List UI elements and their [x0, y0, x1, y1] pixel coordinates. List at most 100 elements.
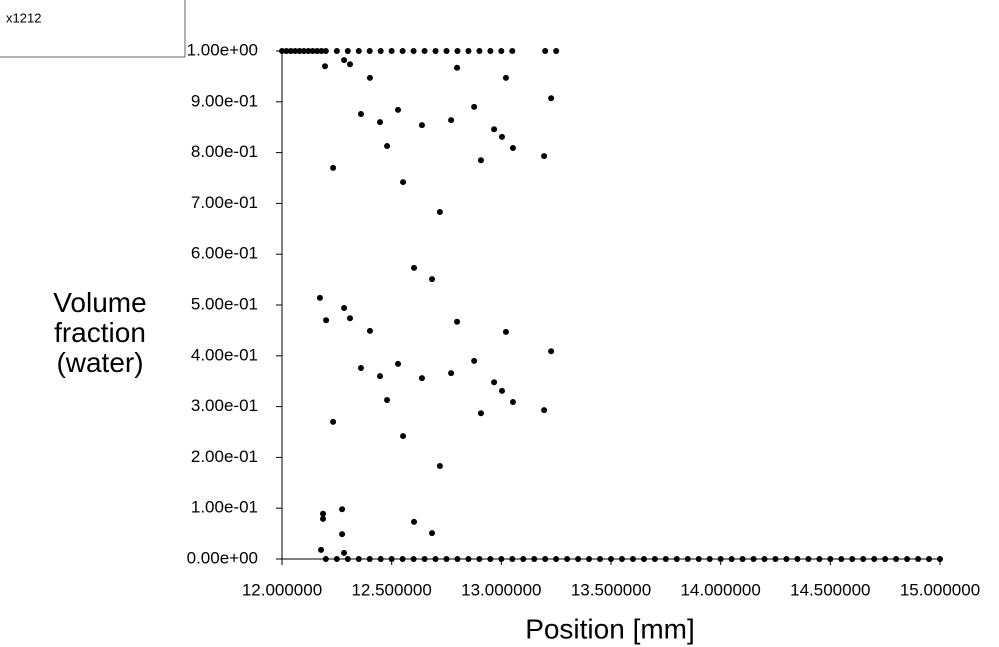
point [296, 48, 303, 54]
point [509, 48, 516, 54]
point [384, 396, 391, 403]
point [410, 556, 417, 562]
point [421, 556, 428, 562]
point [502, 74, 509, 81]
point [418, 122, 425, 129]
point [344, 556, 351, 562]
point [454, 48, 461, 54]
point [531, 556, 538, 562]
point [860, 556, 867, 562]
point [651, 556, 658, 562]
x-tick-label: 13.000000 [461, 580, 541, 599]
point [465, 48, 472, 54]
point [541, 153, 548, 160]
point [893, 556, 900, 562]
point [471, 357, 478, 364]
point [318, 48, 325, 54]
point [384, 142, 391, 149]
x-tick-label: 12.000000 [242, 580, 322, 599]
point [421, 48, 428, 54]
point [586, 556, 593, 562]
point [400, 433, 407, 440]
point [491, 126, 498, 133]
y-tick-label: 7.00e-01 [191, 193, 258, 212]
point [388, 556, 395, 562]
point [476, 48, 483, 54]
point [509, 556, 516, 562]
y-axis-title: Volume fraction (water) [53, 287, 147, 378]
point [739, 556, 746, 562]
y-tick-label: 5.00e-01 [191, 294, 258, 313]
point [333, 556, 340, 562]
point [498, 387, 505, 394]
point [305, 48, 312, 54]
point [541, 407, 548, 414]
point [436, 463, 443, 470]
point [436, 209, 443, 216]
point [520, 556, 527, 562]
point [314, 48, 321, 54]
point [322, 48, 329, 54]
point [330, 418, 337, 425]
point [395, 360, 402, 367]
point [816, 556, 823, 562]
point [316, 294, 323, 301]
point [471, 103, 478, 110]
point [333, 48, 340, 54]
x-axis-title: Position [mm] [525, 613, 695, 644]
point [323, 317, 330, 324]
point [321, 63, 328, 70]
point [330, 164, 337, 171]
y-tick-label: 0.00e+00 [187, 548, 258, 567]
point [454, 318, 461, 325]
point [377, 48, 384, 54]
point [542, 556, 549, 562]
point [827, 556, 834, 562]
point [491, 379, 498, 386]
point [377, 119, 384, 126]
point [377, 373, 384, 380]
legend-label: x1212 [6, 10, 41, 25]
point [320, 510, 327, 517]
point [292, 48, 299, 54]
point [344, 48, 351, 54]
point [498, 556, 505, 562]
point [279, 48, 285, 54]
y-tick-label: 6.00e-01 [191, 244, 258, 263]
point [357, 110, 364, 117]
point [904, 556, 911, 562]
point [684, 556, 691, 562]
point [498, 133, 505, 140]
point [346, 61, 353, 68]
point [849, 556, 856, 562]
x-tick-label: 12.500000 [351, 580, 431, 599]
y-tick-label: 9.00e-01 [191, 91, 258, 110]
point [477, 410, 484, 417]
y-tick-label: 1.00e+00 [187, 40, 258, 59]
y-tick-label: 2.00e-01 [191, 447, 258, 466]
point [465, 556, 472, 562]
point [411, 518, 418, 525]
point [706, 556, 713, 562]
point [339, 531, 346, 538]
point [882, 556, 889, 562]
point [418, 375, 425, 382]
point [728, 556, 735, 562]
point [509, 399, 516, 406]
x-tick-label: 13.500000 [571, 580, 651, 599]
point [320, 515, 327, 522]
point [355, 556, 362, 562]
point [564, 556, 571, 562]
point [300, 48, 307, 54]
point [871, 556, 878, 562]
point [395, 106, 402, 113]
point [502, 328, 509, 335]
point [346, 315, 353, 322]
point [454, 556, 461, 562]
point [597, 556, 604, 562]
point [429, 530, 436, 537]
point [553, 556, 560, 562]
point [838, 556, 845, 562]
